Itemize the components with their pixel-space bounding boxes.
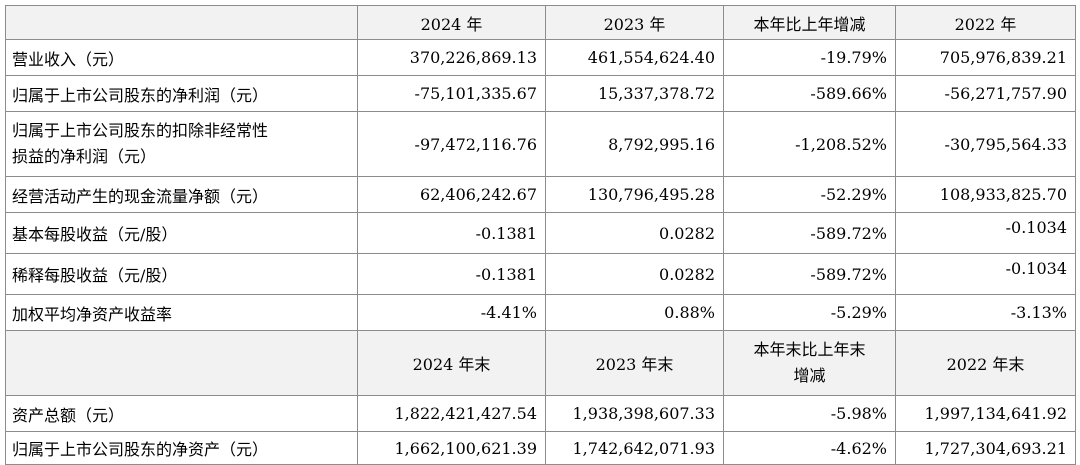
cell-2024: -97,472,116.76	[357, 111, 546, 177]
cell-2022: -30,795,564.33	[895, 111, 1076, 177]
cell-2024: -75,101,335.67	[357, 75, 546, 112]
cell-change: -1,208.52%	[723, 111, 896, 177]
financial-table-container: 2024 年 2023 年 本年比上年增减 2022 年 营业收入（元） 370…	[5, 5, 1076, 465]
row-label-line1: 归属于上市公司股东的扣除非经常性	[12, 121, 269, 140]
cell-change: -589.66%	[723, 75, 896, 112]
row-label-line2: 损益的净利润（元）	[12, 147, 157, 166]
cell-2022-end: 1,997,134,641.92	[895, 395, 1076, 432]
cell-2024: -4.41%	[357, 294, 546, 331]
cell-2023: 0.88%	[545, 294, 724, 331]
cell-change: -589.72%	[723, 253, 896, 295]
header-2022: 2022 年	[895, 5, 1076, 40]
row-label: 归属于上市公司股东的净利润（元）	[5, 75, 358, 112]
cell-2024: 370,226,869.13	[357, 39, 546, 76]
row-label: 加权平均净资产收益率	[5, 294, 358, 331]
header-row-year-end: 2024 年末 2023 年末 本年末比上年末 增减 2022 年末	[5, 330, 1076, 396]
row-label: 稀释每股收益（元/股）	[5, 253, 358, 295]
cell-change: -5.29%	[723, 294, 896, 331]
cell-2024: -0.1381	[357, 253, 546, 295]
header-line2: 增减	[793, 366, 826, 385]
cell-change: -589.72%	[723, 212, 896, 254]
cell-change: -4.62%	[723, 431, 896, 465]
table-row: 经营活动产生的现金流量净额（元） 62,406,242.67 130,796,4…	[5, 176, 1076, 213]
header-yoy-change: 本年比上年增减	[723, 5, 896, 40]
cell-2023: 15,337,378.72	[545, 75, 724, 112]
table-row: 营业收入（元） 370,226,869.13 461,554,624.40 -1…	[5, 39, 1076, 76]
cell-2023: 8,792,995.16	[545, 111, 724, 177]
header-line1: 本年末比上年末	[753, 340, 866, 359]
header-2023: 2023 年	[545, 5, 724, 40]
header-2024: 2024 年	[357, 5, 546, 40]
cell-2023-end: 1,742,642,071.93	[545, 431, 724, 465]
header-2023-end: 2023 年末	[545, 330, 724, 396]
cell-2024: 62,406,242.67	[357, 176, 546, 213]
row-label: 基本每股收益（元/股）	[5, 212, 358, 254]
cell-2023: 461,554,624.40	[545, 39, 724, 76]
row-label: 资产总额（元）	[5, 395, 358, 432]
header-row-years: 2024 年 2023 年 本年比上年增减 2022 年	[5, 5, 1076, 40]
cell-2022: -0.1034	[895, 212, 1076, 254]
cell-2024-end: 1,822,421,427.54	[357, 395, 546, 432]
header-year-end-change: 本年末比上年末 增减	[723, 330, 896, 396]
cell-2022: 108,933,825.70	[895, 176, 1076, 213]
header-2022-end: 2022 年末	[895, 330, 1076, 396]
table-row: 加权平均净资产收益率 -4.41% 0.88% -5.29% -3.13%	[5, 294, 1076, 331]
row-label: 营业收入（元）	[5, 39, 358, 76]
row-label: 归属于上市公司股东的扣除非经常性 损益的净利润（元）	[5, 111, 358, 177]
table-row: 归属于上市公司股东的净资产（元） 1,662,100,621.39 1,742,…	[5, 431, 1076, 465]
cell-2022-end: 1,727,304,693.21	[895, 431, 1076, 465]
cell-change: -19.79%	[723, 39, 896, 76]
row-label: 归属于上市公司股东的净资产（元）	[5, 431, 358, 465]
cell-change: -52.29%	[723, 176, 896, 213]
cell-2023-end: 1,938,398,607.33	[545, 395, 724, 432]
table-row: 归属于上市公司股东的扣除非经常性 损益的净利润（元） -97,472,116.76…	[5, 111, 1076, 177]
financial-summary-table: 2024 年 2023 年 本年比上年增减 2022 年 营业收入（元） 370…	[5, 5, 1076, 465]
header-corner-cell	[5, 330, 358, 396]
cell-2023: 0.0282	[545, 253, 724, 295]
header-corner-cell	[5, 5, 358, 40]
header-2024-end: 2024 年末	[357, 330, 546, 396]
cell-2024: -0.1381	[357, 212, 546, 254]
cell-2024-end: 1,662,100,621.39	[357, 431, 546, 465]
row-label: 经营活动产生的现金流量净额（元）	[5, 176, 358, 213]
table-row: 资产总额（元） 1,822,421,427.54 1,938,398,607.3…	[5, 395, 1076, 432]
table-row: 归属于上市公司股东的净利润（元） -75,101,335.67 15,337,3…	[5, 75, 1076, 112]
cell-2022: -3.13%	[895, 294, 1076, 331]
cell-2023: 130,796,495.28	[545, 176, 724, 213]
cell-2022: -0.1034	[895, 253, 1076, 295]
cell-change: -5.98%	[723, 395, 896, 432]
table-row: 稀释每股收益（元/股） -0.1381 0.0282 -589.72% -0.1…	[5, 253, 1076, 295]
cell-2022: 705,976,839.21	[895, 39, 1076, 76]
cell-2023: 0.0282	[545, 212, 724, 254]
table-row: 基本每股收益（元/股） -0.1381 0.0282 -589.72% -0.1…	[5, 212, 1076, 254]
cell-2022: -56,271,757.90	[895, 75, 1076, 112]
